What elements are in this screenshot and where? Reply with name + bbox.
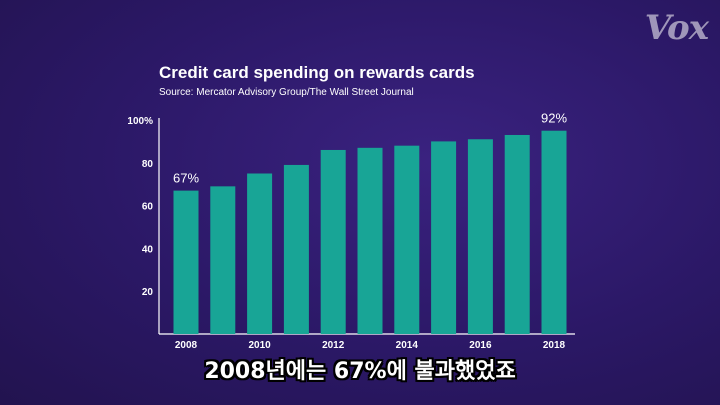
bar-2016 [467,139,493,334]
y-tick-label: 20 [142,287,154,298]
x-tick-label: 2018 [543,340,566,351]
subtitle-caption: 2008년에는 67%에 불과했었죠 [204,359,516,384]
chart-source: Source: Mercator Advisory Group/The Wall… [159,87,414,98]
bar-2009 [210,186,236,334]
x-tick-label: 2012 [322,340,345,351]
x-tick-label: 2014 [396,340,419,351]
bar-2015 [431,141,457,334]
bar-2011 [283,164,309,334]
x-tick-label: 2010 [248,340,271,351]
bar-2010 [247,173,273,334]
y-tick-label: 80 [142,159,154,170]
x-tick-label: 2008 [175,340,198,351]
bar-2008 [173,190,199,334]
y-tick-label: 100% [127,116,153,127]
y-tick-label: 40 [142,244,154,255]
bar-2012 [320,149,346,334]
data-label: 67% [173,171,199,186]
bar-2014 [394,145,420,334]
bar-2018 [541,130,567,334]
x-tick-label: 2016 [469,340,492,351]
chart-title: Credit card spending on rewards cards [159,63,475,82]
y-tick-label: 60 [142,202,154,213]
bar-2017 [504,134,530,334]
data-label: 92% [541,111,567,126]
vox-logo: Vox [644,8,709,48]
bar-2013 [357,147,383,334]
